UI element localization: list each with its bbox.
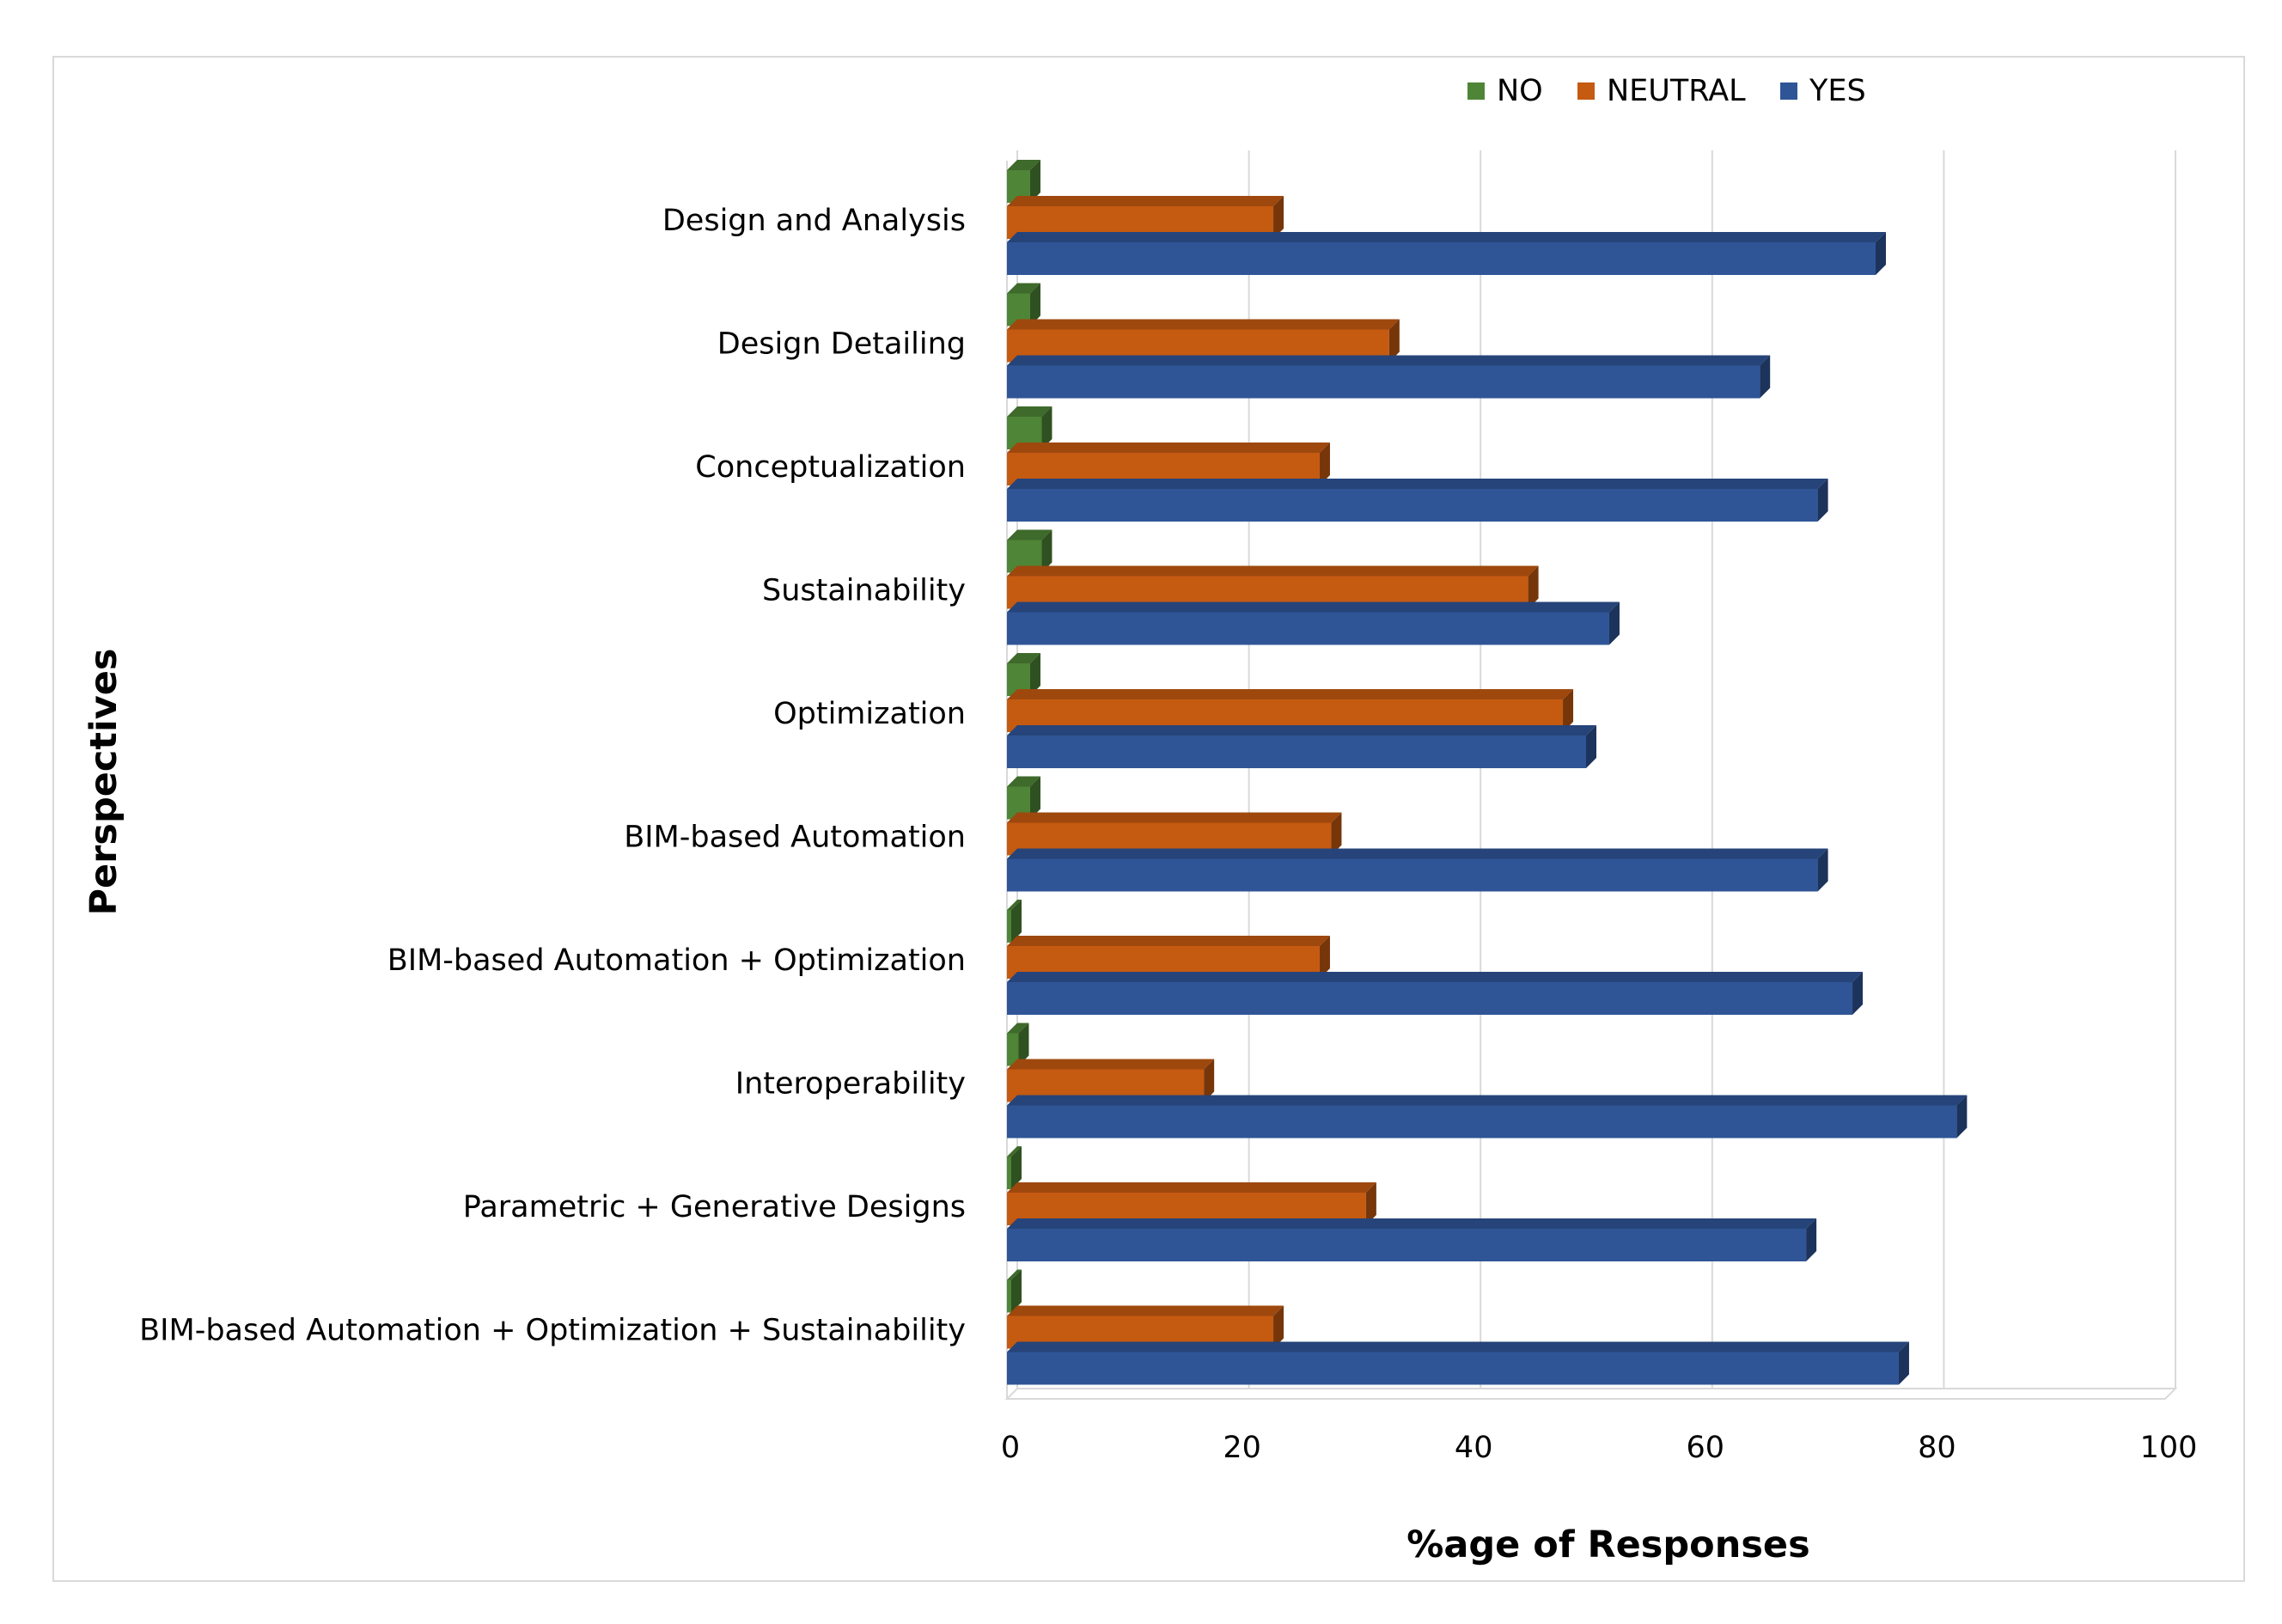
category-label: BIM-based Automation + Optimization + Su…	[139, 1314, 966, 1348]
legend-label: NEUTRAL	[1607, 74, 1746, 108]
legend: NO NEUTRAL YES	[1467, 74, 1866, 108]
legend-label: YES	[1809, 74, 1866, 108]
bar-yes-parametric-generative-designs	[1007, 1218, 1817, 1261]
x-tick-labels: 0 20 40 60 80 100	[1001, 1431, 2198, 1465]
bar-yes-design-and-analysis	[1007, 232, 1886, 275]
bar-no-sustainability	[1007, 529, 1053, 573]
category-labels: Design and Analysis Design Detailing Conce…	[139, 204, 966, 1348]
legend-swatch	[1577, 82, 1595, 100]
category-label: BIM-based Automation + Optimization	[387, 943, 966, 978]
legend-item-neutral: NEUTRAL	[1577, 74, 1746, 108]
category-label: Sustainability	[762, 574, 966, 608]
legend-item-yes: YES	[1780, 74, 1866, 108]
legend-swatch	[1780, 82, 1797, 100]
x-tick-label: 40	[1455, 1431, 1493, 1465]
bar-yes-optimization	[1007, 725, 1596, 768]
category-label: Parametric + Generative Designs	[463, 1190, 966, 1224]
bar-yes-interoperability	[1007, 1095, 1968, 1139]
x-axis-title: %age of Responses	[1406, 1523, 1809, 1566]
x-tick-label: 100	[2140, 1431, 2198, 1465]
x-tick-label: 80	[1918, 1431, 1956, 1465]
legend-item-no: NO	[1467, 74, 1543, 108]
legend-label: NO	[1497, 74, 1543, 108]
bar-no-interoperability	[1007, 1023, 1029, 1066]
bars	[1007, 160, 1968, 1385]
bar-no-bim-based-automation-optimization-sustainability	[1007, 1269, 1022, 1313]
bar-yes-design-detailing	[1007, 355, 1771, 399]
bar-no-bim-based-automation-optimization	[1007, 900, 1022, 943]
bar-yes-sustainability	[1007, 601, 1620, 645]
bar-yes-bim-based-automation-optimization-sustainability	[1007, 1341, 1909, 1385]
x-tick-label: 20	[1223, 1431, 1261, 1465]
y-axis-title: Perspectives	[82, 649, 125, 916]
category-label: Interoperability	[735, 1067, 966, 1102]
category-label: Conceptualization	[695, 450, 966, 485]
bar-yes-bim-based-automation	[1007, 848, 1828, 892]
bar-no-design-and-analysis	[1007, 160, 1040, 203]
category-label: Design and Analysis	[662, 204, 966, 238]
bar-no-bim-based-automation	[1007, 776, 1040, 820]
bar-yes-bim-based-automation-optimization	[1007, 972, 1864, 1015]
category-label: Design Detailing	[717, 327, 966, 362]
legend-swatch	[1467, 82, 1485, 100]
x-tick-label: 0	[1001, 1431, 1020, 1465]
bar-no-conceptualization	[1007, 406, 1053, 449]
floor-plane	[1004, 1388, 2178, 1400]
category-label: BIM-based Automation	[624, 821, 966, 855]
category-label: Optimization	[773, 697, 966, 731]
bar-yes-conceptualization	[1007, 479, 1828, 522]
bar-no-parametric-generative-designs	[1007, 1146, 1022, 1189]
x-tick-label: 60	[1687, 1431, 1725, 1465]
